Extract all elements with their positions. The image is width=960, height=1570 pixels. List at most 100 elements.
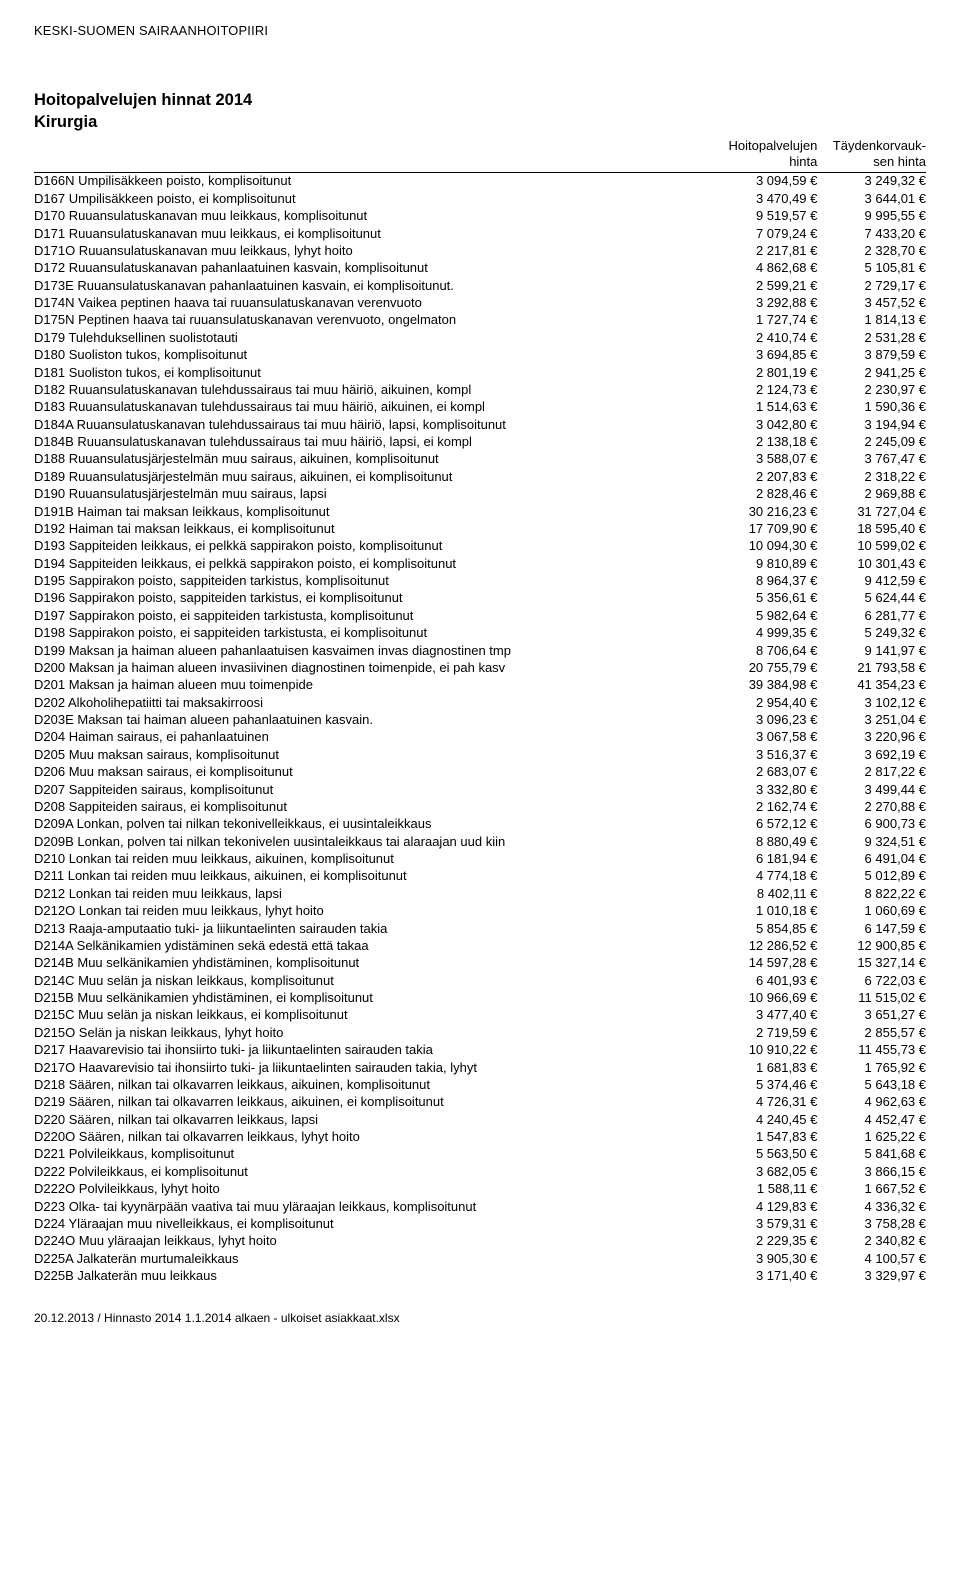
row-full-price: 3 651,27 € (817, 1007, 926, 1024)
table-row: D214A Selkänikamien ydistäminen sekä ede… (34, 938, 926, 955)
row-description: D210 Lonkan tai reiden muu leikkaus, aik… (34, 851, 709, 868)
table-row: D184B Ruuansulatuskanavan tulehdussairau… (34, 434, 926, 451)
row-description: D217 Haavarevisio tai ihonsiirto tuki- j… (34, 1042, 709, 1059)
row-description: D205 Muu maksan sairaus, komplisoitunut (34, 747, 709, 764)
row-description: D194 Sappiteiden leikkaus, ei pelkkä sap… (34, 556, 709, 573)
row-price: 2 410,74 € (709, 330, 818, 347)
row-description: D206 Muu maksan sairaus, ei komplisoitun… (34, 764, 709, 781)
row-description: D188 Ruuansulatusjärjestelmän muu sairau… (34, 451, 709, 468)
row-description: D179 Tulehduksellinen suolistotauti (34, 330, 709, 347)
row-price: 2 229,35 € (709, 1233, 818, 1250)
row-description: D171 Ruuansulatuskanavan muu leikkaus, e… (34, 226, 709, 243)
row-full-price: 6 900,73 € (817, 816, 926, 833)
row-price: 3 042,80 € (709, 417, 818, 434)
row-price: 1 681,83 € (709, 1060, 818, 1077)
row-price: 3 096,23 € (709, 712, 818, 729)
row-full-price: 8 822,22 € (817, 886, 926, 903)
row-full-price: 12 900,85 € (817, 938, 926, 955)
row-full-price: 5 643,18 € (817, 1077, 926, 1094)
row-description: D215O Selän ja niskan leikkaus, lyhyt ho… (34, 1025, 709, 1042)
row-full-price: 3 644,01 € (817, 191, 926, 208)
row-full-price: 2 531,28 € (817, 330, 926, 347)
row-description: D224 Yläraajan muu nivelleikkaus, ei kom… (34, 1216, 709, 1233)
table-row: D213 Raaja-amputaatio tuki- ja liikuntae… (34, 921, 926, 938)
table-row: D201 Maksan ja haiman alueen muu toimenp… (34, 677, 926, 694)
row-full-price: 3 457,52 € (817, 295, 926, 312)
row-price: 12 286,52 € (709, 938, 818, 955)
row-price: 4 726,31 € (709, 1094, 818, 1111)
row-description: D203E Maksan tai haiman alueen pahanlaat… (34, 712, 709, 729)
row-description: D198 Sappirakon poisto, ei sappiteiden t… (34, 625, 709, 642)
table-row: D222 Polvileikkaus, ei komplisoitunut3 6… (34, 1164, 926, 1181)
row-description: D189 Ruuansulatusjärjestelmän muu sairau… (34, 469, 709, 486)
row-full-price: 2 729,17 € (817, 278, 926, 295)
row-description: D192 Haiman tai maksan leikkaus, ei komp… (34, 521, 709, 538)
row-description: D195 Sappirakon poisto, sappiteiden tark… (34, 573, 709, 590)
organization-name: KESKI-SUOMEN SAIRAANHOITOPIIRI (34, 24, 953, 38)
row-price: 3 588,07 € (709, 451, 818, 468)
table-row: D172 Ruuansulatuskanavan pahanlaatuinen … (34, 260, 926, 277)
row-full-price: 9 995,55 € (817, 208, 926, 225)
row-full-price: 3 499,44 € (817, 782, 926, 799)
row-full-price: 3 329,97 € (817, 1268, 926, 1285)
row-price: 3 332,80 € (709, 782, 818, 799)
table-row: D209A Lonkan, polven tai nilkan tekonive… (34, 816, 926, 833)
row-description: D181 Suoliston tukos, ei komplisoitunut (34, 365, 709, 382)
table-row: D210 Lonkan tai reiden muu leikkaus, aik… (34, 851, 926, 868)
row-price: 1 727,74 € (709, 312, 818, 329)
row-price: 4 774,18 € (709, 868, 818, 885)
table-row: D214B Muu selkänikamien yhdistäminen, ko… (34, 955, 926, 972)
table-row: D215O Selän ja niskan leikkaus, lyhyt ho… (34, 1025, 926, 1042)
column-header-price: Hoitopalvelujen hinta (709, 138, 818, 173)
row-full-price: 3 102,12 € (817, 695, 926, 712)
row-price: 2 683,07 € (709, 764, 818, 781)
row-price: 10 966,69 € (709, 990, 818, 1007)
row-full-price: 2 245,09 € (817, 434, 926, 451)
table-row: D190 Ruuansulatusjärjestelmän muu sairau… (34, 486, 926, 503)
row-full-price: 2 230,97 € (817, 382, 926, 399)
row-description: D199 Maksan ja haiman alueen pahanlaatui… (34, 643, 709, 660)
row-description: D212 Lonkan tai reiden muu leikkaus, lap… (34, 886, 709, 903)
row-full-price: 6 281,77 € (817, 608, 926, 625)
page-footer: 20.12.2013 / Hinnasto 2014 1.1.2014 alka… (34, 1311, 926, 1325)
row-full-price: 1 667,52 € (817, 1181, 926, 1198)
table-row: D166N Umpilisäkkeen poisto, komplisoitun… (34, 173, 926, 191)
table-row: D199 Maksan ja haiman alueen pahanlaatui… (34, 643, 926, 660)
row-price: 1 514,63 € (709, 399, 818, 416)
row-price: 4 999,35 € (709, 625, 818, 642)
row-description: D225B Jalkaterän muu leikkaus (34, 1268, 709, 1285)
row-description: D191B Haiman tai maksan leikkaus, kompli… (34, 504, 709, 521)
table-row: D202 Alkoholihepatiitti tai maksakirroos… (34, 695, 926, 712)
table-row: D179 Tulehduksellinen suolistotauti2 410… (34, 330, 926, 347)
row-price: 5 854,85 € (709, 921, 818, 938)
row-full-price: 3 767,47 € (817, 451, 926, 468)
row-price: 2 207,83 € (709, 469, 818, 486)
row-price: 3 579,31 € (709, 1216, 818, 1233)
column-header-full-price: Täydenkorvauk- sen hinta (817, 138, 926, 173)
row-full-price: 2 318,22 € (817, 469, 926, 486)
row-full-price: 31 727,04 € (817, 504, 926, 521)
table-row: D198 Sappirakon poisto, ei sappiteiden t… (34, 625, 926, 642)
row-description: D215B Muu selkänikamien yhdistäminen, ei… (34, 990, 709, 1007)
row-price: 8 706,64 € (709, 643, 818, 660)
row-price: 3 516,37 € (709, 747, 818, 764)
row-description: D211 Lonkan tai reiden muu leikkaus, aik… (34, 868, 709, 885)
table-row: D171 Ruuansulatuskanavan muu leikkaus, e… (34, 226, 926, 243)
row-price: 8 880,49 € (709, 834, 818, 851)
row-price: 2 599,21 € (709, 278, 818, 295)
row-price: 9 519,57 € (709, 208, 818, 225)
row-description: D220 Säären, nilkan tai olkavarren leikk… (34, 1112, 709, 1129)
row-price: 4 862,68 € (709, 260, 818, 277)
row-description: D224O Muu yläraajan leikkaus, lyhyt hoit… (34, 1233, 709, 1250)
row-full-price: 3 194,94 € (817, 417, 926, 434)
table-row: D195 Sappirakon poisto, sappiteiden tark… (34, 573, 926, 590)
row-price: 39 384,98 € (709, 677, 818, 694)
table-row: D211 Lonkan tai reiden muu leikkaus, aik… (34, 868, 926, 885)
table-row: D217 Haavarevisio tai ihonsiirto tuki- j… (34, 1042, 926, 1059)
row-price: 8 964,37 € (709, 573, 818, 590)
row-full-price: 4 336,32 € (817, 1199, 926, 1216)
row-description: D219 Säären, nilkan tai olkavarren leikk… (34, 1094, 709, 1111)
table-row: D197 Sappirakon poisto, ei sappiteiden t… (34, 608, 926, 625)
row-price: 17 709,90 € (709, 521, 818, 538)
table-row: D183 Ruuansulatuskanavan tulehdussairaus… (34, 399, 926, 416)
